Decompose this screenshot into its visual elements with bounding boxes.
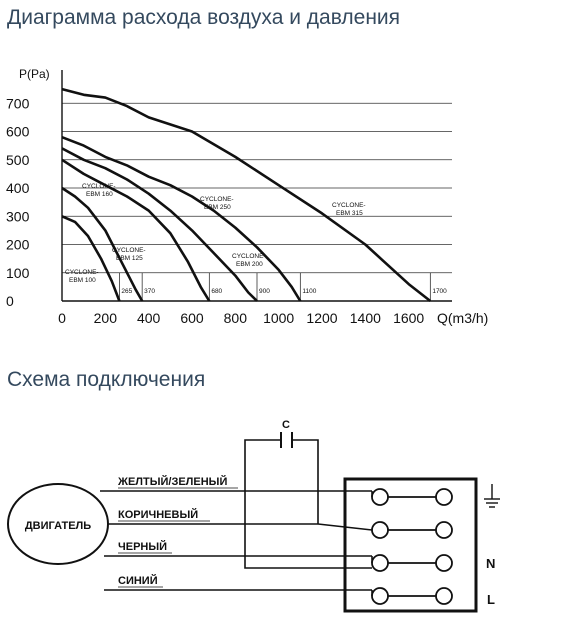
series-name-label: EBM 125: [116, 255, 143, 262]
x-tick-label: 1400: [350, 310, 381, 326]
wire-label-yellow-green: ЖЕЛТЫЙ/ЗЕЛЕНЫЙ: [117, 475, 227, 488]
series-name-label: EBM 250: [204, 204, 231, 211]
series-line: [61, 215, 121, 302]
series-end-value: 265: [121, 288, 132, 295]
series-name-label: EBM 160: [86, 191, 113, 198]
x-tick-label: 1600: [393, 310, 424, 326]
x-tick-label: 800: [224, 310, 248, 326]
terminal-screw-left: [371, 587, 389, 605]
x-tick-label: 1200: [306, 310, 337, 326]
series-name-label: CYCLONE-: [232, 253, 266, 260]
terminal-screw-left: [371, 554, 389, 572]
y-tick-label: 600: [6, 124, 30, 140]
series-line: [61, 87, 432, 303]
capacitor-wire-left: [244, 439, 372, 569]
wire-label-black: ЧЕРНЫЙ: [118, 540, 167, 553]
terminal-screw-right: [435, 554, 453, 572]
terminal-screw-right: [435, 587, 453, 605]
series-end-value: 900: [259, 288, 270, 295]
y-tick-label: 100: [6, 265, 30, 281]
airflow-pressure-chart: 0 100 200 300 400 500 600 700 0 200 400 600 800 1000 1…: [6, 67, 488, 326]
capacitor-wire-right: [292, 439, 319, 524]
series-line: [61, 186, 144, 302]
wire-label-brown: КОРИЧНЕВЫЙ: [118, 508, 198, 521]
y-tick-label: 700: [6, 95, 30, 111]
series-end-value: 680: [211, 288, 222, 295]
terminal-screw-left: [371, 488, 389, 506]
chart-title: Диаграмма расхода воздуха и давления: [7, 6, 401, 29]
terminal-block: [343, 477, 478, 613]
series-name-label: EBM 100: [69, 277, 96, 284]
series-name-label: CYCLONE-: [112, 247, 146, 254]
chart-grid: [62, 102, 452, 301]
y-tick-label: 300: [6, 208, 30, 224]
capacitor-label: C: [282, 419, 290, 431]
y-tick-label: 400: [6, 180, 30, 196]
series-name-label: CYCLONE-: [65, 269, 99, 276]
y-tick-label: 500: [6, 152, 30, 168]
series-line: [61, 158, 211, 302]
series-name-label: EBM 200: [236, 261, 263, 268]
chart-text: 0 100 200 300 400 500 600 700 0 200 400 600 800 1000 1…: [6, 67, 488, 326]
terminal-screw-right: [435, 488, 453, 506]
series-name-label: CYCLONE-: [332, 202, 366, 209]
motor-label: ДВИГАТЕЛЬ: [25, 520, 91, 532]
series-line: [61, 147, 258, 302]
terminal-screw-right: [435, 521, 453, 539]
chart-series: [61, 87, 432, 303]
series-name-label: CYCLONE-: [82, 183, 116, 190]
terminal-feed: [317, 523, 373, 531]
ground-icon: [484, 484, 500, 508]
terminal-rows: [317, 488, 453, 605]
x-tick-label: 400: [137, 310, 161, 326]
y-tick-label: 0: [6, 293, 14, 309]
x-tick-label: 200: [94, 310, 118, 326]
terminal-label-l: L: [487, 592, 495, 607]
y-axis-label: P(Pa): [19, 67, 50, 81]
terminal-screw-left: [371, 521, 389, 539]
wire-label-blue: СИНИЙ: [118, 574, 158, 587]
x-tick-label: 600: [180, 310, 204, 326]
series-end-value: 1700: [432, 288, 447, 295]
x-tick-label: 0: [58, 310, 66, 326]
terminal-label-n: N: [486, 556, 495, 571]
y-tick-label: 200: [6, 237, 30, 253]
series-name-label: CYCLONE-: [200, 196, 234, 203]
x-tick-label: 1000: [263, 310, 294, 326]
series-end-value: 1100: [302, 288, 316, 295]
series-line: [61, 135, 302, 302]
series-end-value: 370: [144, 288, 155, 295]
scheme-title: Схема подключения: [7, 368, 206, 391]
x-axis-label: Q(m3/h): [437, 310, 488, 326]
series-name-label: EBM 315: [336, 210, 363, 217]
